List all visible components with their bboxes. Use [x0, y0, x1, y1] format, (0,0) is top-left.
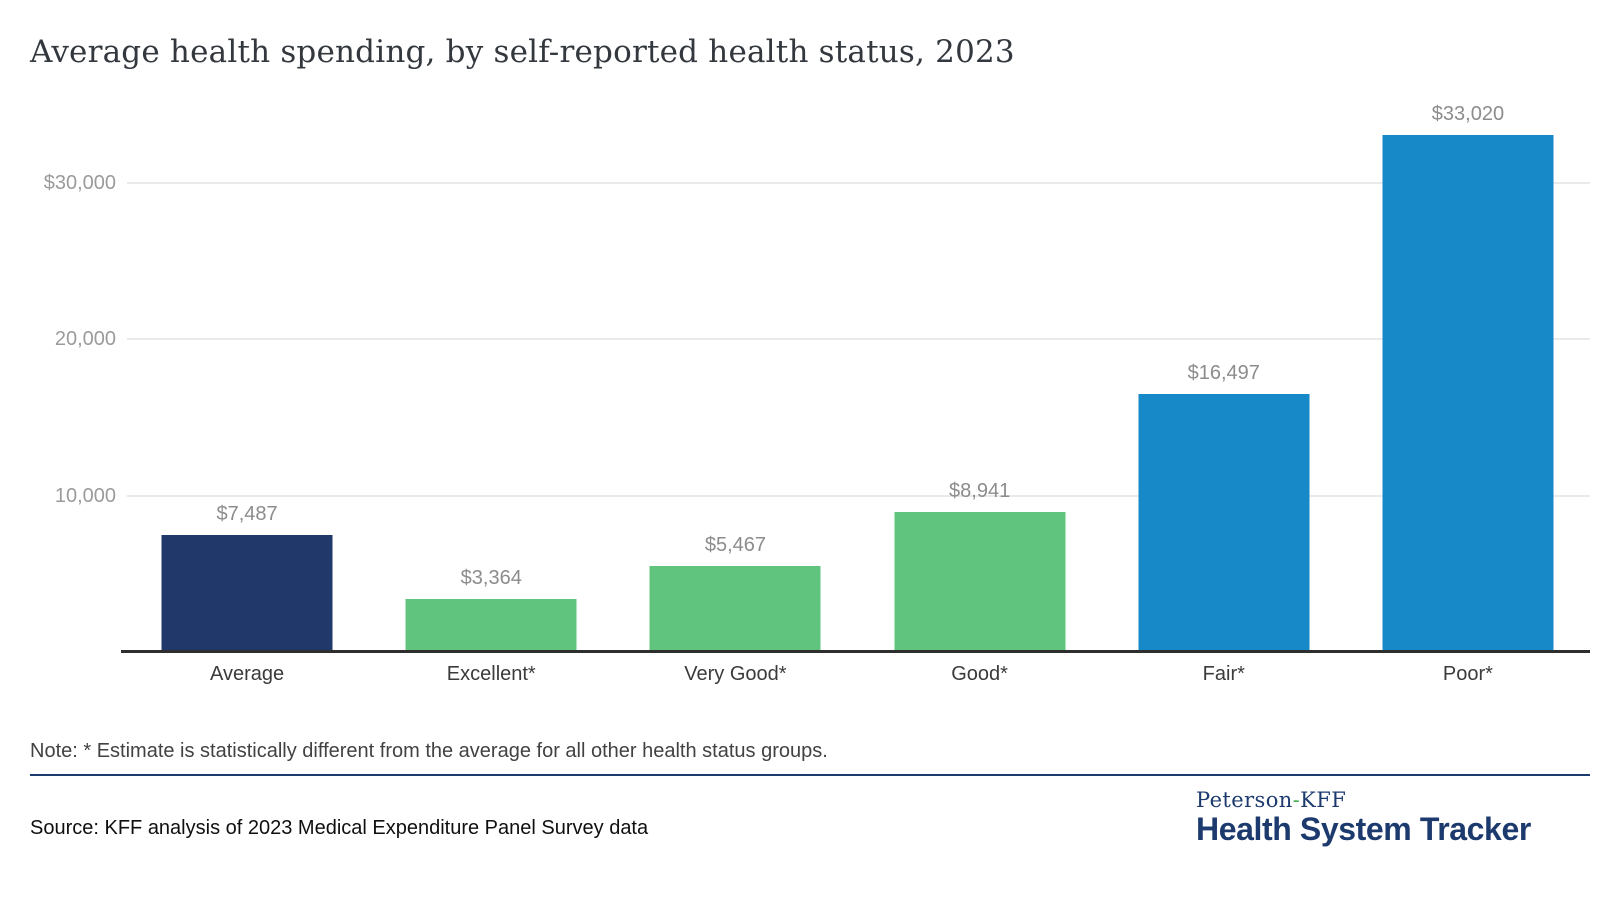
bar-poor: [1382, 135, 1554, 652]
bar-good: [894, 512, 1066, 652]
bar-slot-excellent: $3,364 Excellent*: [369, 100, 613, 685]
category-label-excellent: Excellent*: [446, 663, 536, 685]
plot-area: $7,487 Average $3,364 Excellent* $5,467 Very …: [121, 100, 1590, 685]
bar-very-good: [649, 566, 821, 652]
y-axis: 10,000 20,000 $30,000: [26, 100, 116, 652]
logo-peterson-text: Peterson: [1196, 788, 1293, 812]
bar-value-label-excellent: $3,364: [460, 567, 522, 590]
bar-fair: [1138, 393, 1310, 652]
y-tick-label-30000: $30,000: [43, 171, 116, 194]
bar-slot-poor: $33,020 Poor*: [1346, 100, 1590, 685]
x-axis-line: [121, 650, 1590, 653]
bar-value-label-average: $7,487: [216, 502, 278, 525]
footer-divider: [30, 774, 1590, 776]
logo-health-system-tracker: Health System Tracker: [1196, 811, 1531, 847]
category-label-poor: Poor*: [1442, 663, 1493, 685]
logo-green-hyphen: -: [1292, 788, 1301, 812]
y-tick-label-20000: 20,000: [54, 328, 116, 350]
bar-slot-average: $7,487 Average: [125, 100, 369, 685]
category-label-average: Average: [210, 663, 285, 685]
bar-value-label-good: $8,941: [949, 480, 1011, 503]
bar-slot-fair: $16,497 Fair*: [1102, 100, 1346, 685]
bar-average: [161, 534, 333, 652]
bar-value-label-very-good: $5,467: [704, 534, 767, 557]
source-text: Source: KFF analysis of 2023 Medical Exp…: [30, 817, 649, 839]
bar-slot-good: $8,941 Good*: [858, 100, 1102, 685]
chart-title: Average health spending, by self-reporte…: [30, 34, 1015, 70]
bar-value-label-poor: $33,020: [1431, 103, 1505, 126]
y-tick-label-10000: 10,000: [54, 484, 116, 507]
bar-slot-very-good: $5,467 Very Good*: [613, 100, 857, 685]
gridline-30000: [127, 181, 1590, 184]
logo-kff-text: KFF: [1300, 788, 1347, 812]
peterson-kff-logo: Peterson-KFF Health System Tracker: [1196, 789, 1590, 847]
bar-excellent: [405, 599, 577, 652]
gridline-10000: [127, 494, 1590, 497]
note-text: Note: * Estimate is statistically differ…: [30, 740, 828, 762]
bars-row: $7,487 Average $3,364 Excellent* $5,467 Very …: [125, 100, 1590, 685]
bar-value-label-fair: $16,497: [1187, 361, 1260, 384]
logo-peterson-kff-line: Peterson-KFF: [1196, 789, 1590, 812]
gridline-20000: [127, 338, 1590, 340]
category-label-fair: Fair*: [1202, 663, 1245, 685]
category-label-good: Good*: [951, 663, 1008, 685]
category-label-very-good: Very Good*: [684, 663, 787, 685]
